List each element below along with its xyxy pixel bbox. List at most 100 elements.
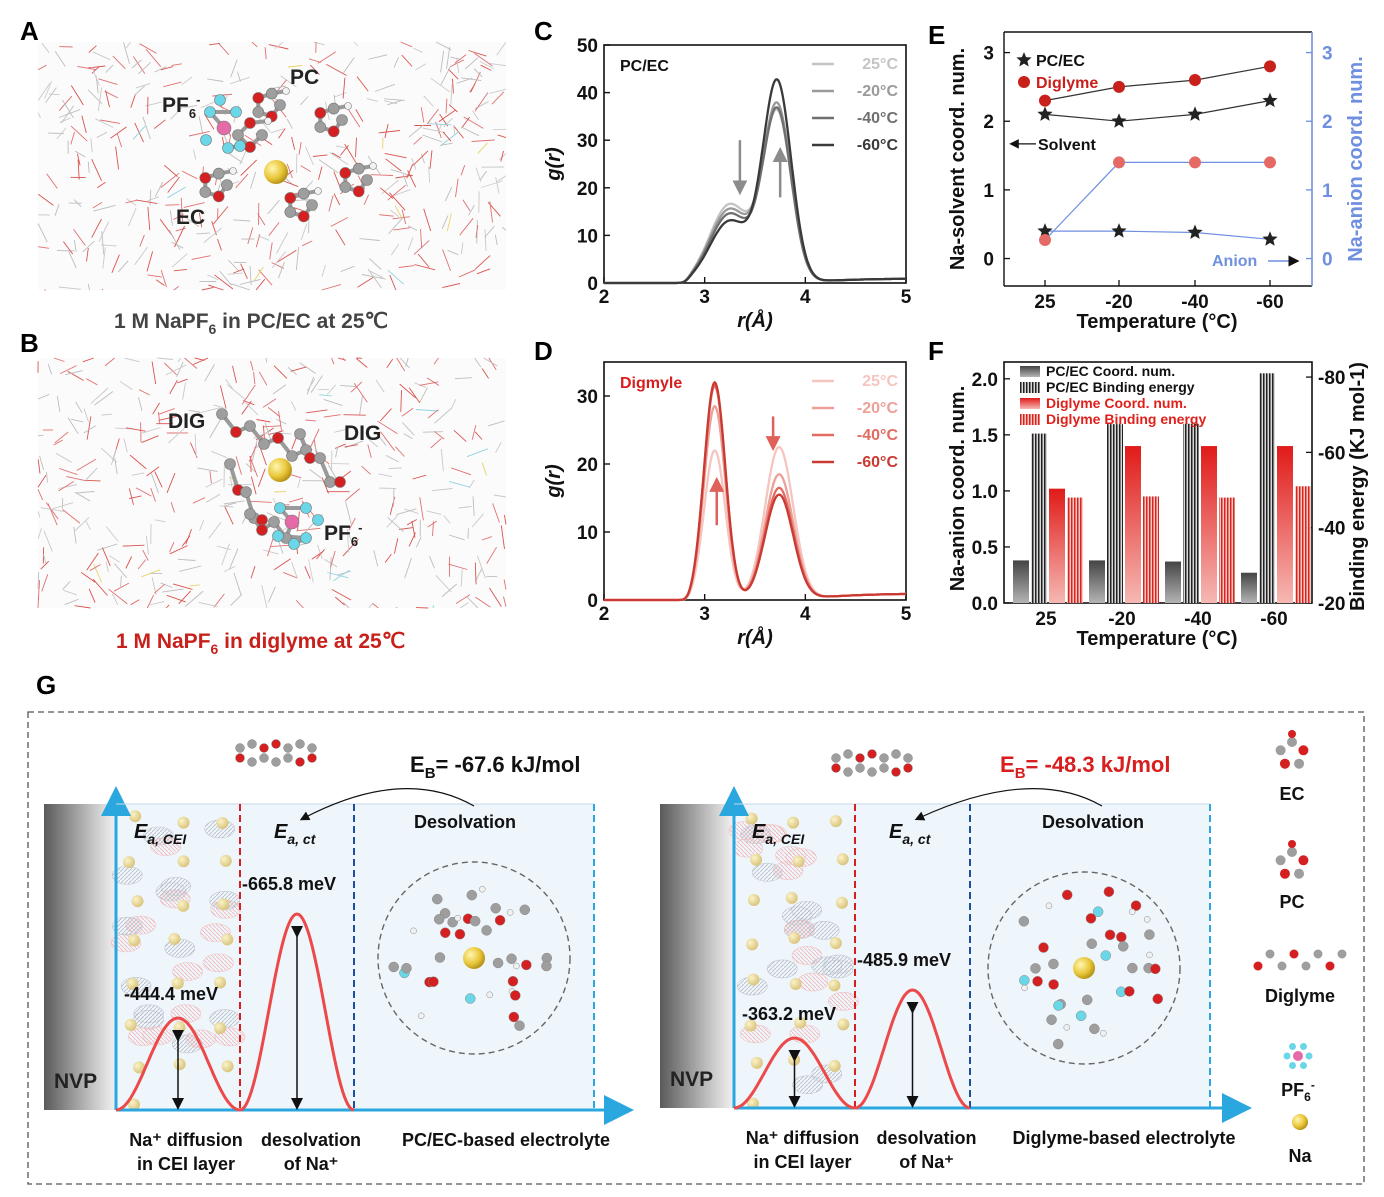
solvent-bond xyxy=(70,131,76,145)
cluster-atom xyxy=(508,1011,520,1023)
solvent-bond xyxy=(250,476,257,495)
solvent-bond xyxy=(141,435,159,444)
solvent-bond xyxy=(54,50,66,67)
cluster-atom xyxy=(433,914,445,925)
solvent-bond xyxy=(471,425,477,440)
solvent-bond xyxy=(481,368,489,379)
solvent-bond xyxy=(474,357,482,368)
solvent-bond xyxy=(404,508,419,514)
solvent-bond xyxy=(440,50,445,73)
solvent-bond xyxy=(390,209,399,217)
atom xyxy=(230,426,242,438)
cei-grain xyxy=(164,939,196,958)
solvent-bond xyxy=(344,143,358,165)
atom xyxy=(361,174,373,186)
solvent-bond xyxy=(450,399,457,410)
solvent-bond xyxy=(437,123,442,134)
solvent-bond xyxy=(192,497,206,504)
chart-f: 0.0 0.5 1.0 1.5 2.0 -20 -40 -60 -80 25 -20 -40 -60 Te… xyxy=(947,361,1369,650)
cluster-atom xyxy=(521,959,532,971)
cei-grain xyxy=(766,959,798,979)
solvent-bond xyxy=(497,134,507,139)
atom xyxy=(314,121,327,133)
atom xyxy=(268,516,280,528)
x-axis-label: r(Å) xyxy=(737,625,773,649)
cluster-atom xyxy=(481,925,492,936)
y-right-axis-label: Na-anion coord. num. xyxy=(1345,56,1367,262)
solvent-bond xyxy=(348,109,361,128)
atom xyxy=(221,179,233,191)
solvent-bond xyxy=(198,212,203,228)
sodium-ion xyxy=(268,458,292,482)
solvent-bond xyxy=(387,184,406,201)
solvent-bond xyxy=(98,78,118,85)
solvent-bond xyxy=(435,574,452,593)
solvent-bond xyxy=(309,469,322,479)
solvent-bond xyxy=(399,383,416,399)
solvent-bond xyxy=(386,358,394,369)
solvent-bond xyxy=(133,56,146,75)
solvent-bond xyxy=(498,153,507,161)
solvent-bond xyxy=(91,218,102,238)
cluster-atom xyxy=(1089,1023,1100,1035)
solvent-bond xyxy=(94,391,114,406)
cluster-atom xyxy=(469,915,481,927)
atom xyxy=(306,199,318,211)
circle-marker xyxy=(1189,74,1201,87)
solvent-bond xyxy=(387,517,404,533)
solvent-bond xyxy=(62,99,74,119)
solvent-bond xyxy=(460,242,464,255)
solvent-bond xyxy=(430,77,451,93)
legend-label: PC/EC Binding energy xyxy=(1046,379,1195,395)
solvent-bond xyxy=(91,66,100,74)
solvent-bond xyxy=(387,269,404,285)
solvent-bond xyxy=(290,474,302,479)
solvent-bond xyxy=(76,491,95,494)
label-diffusion: Na⁺ diffusion xyxy=(129,1130,243,1150)
legend-atom xyxy=(1283,1052,1291,1060)
solvent-bond xyxy=(123,42,130,64)
solvent-bond xyxy=(426,510,442,515)
solvent-bond xyxy=(299,362,316,374)
solvent-bond xyxy=(108,588,128,605)
atom xyxy=(244,420,256,432)
solvent-bond xyxy=(208,522,222,539)
solvent-bond xyxy=(452,78,454,94)
solvent-bond xyxy=(85,467,98,481)
sodium-ion xyxy=(785,891,798,904)
solvent-bond xyxy=(165,604,170,609)
sodium-ion xyxy=(126,977,139,990)
solvent-bond xyxy=(177,378,188,384)
solvent-bond xyxy=(253,266,264,281)
panel-b-caption: 1 M NaPF6 in diglyme at 25℃ xyxy=(116,630,405,657)
x-tick-label: -20 xyxy=(1105,292,1132,313)
atom xyxy=(272,432,284,444)
x-axis-label: Temperature (°C) xyxy=(1077,311,1238,333)
atom xyxy=(339,167,352,179)
solvent-bond xyxy=(331,589,352,601)
solvent-bond xyxy=(361,274,384,280)
solvent-bond xyxy=(58,95,73,111)
solvent-bond xyxy=(440,448,444,472)
solvent-bond xyxy=(233,572,242,595)
atom xyxy=(264,117,272,125)
solvent-bond xyxy=(82,240,95,253)
binding-energy: EB= -67.6 kJ/mol xyxy=(410,752,580,782)
solvent-bond xyxy=(154,119,166,129)
solvent-bond xyxy=(269,242,273,260)
solvent-bond xyxy=(214,274,234,290)
atom xyxy=(282,87,290,95)
solvent-bond xyxy=(257,116,271,132)
sodium-ion xyxy=(463,947,485,969)
solvent-bond xyxy=(489,62,507,67)
solvent-bond xyxy=(61,105,74,124)
legend-sodium xyxy=(1292,1114,1308,1130)
bar-PC/EC Binding energy xyxy=(1107,424,1123,603)
cluster-atom xyxy=(510,990,521,1001)
solvent-bond xyxy=(283,571,298,579)
solvent-bond xyxy=(330,550,336,568)
solvent-bond xyxy=(402,173,409,187)
y-tick-label: 10 xyxy=(577,523,598,544)
solvent-bond xyxy=(86,552,99,571)
solvent-bond xyxy=(286,118,293,129)
